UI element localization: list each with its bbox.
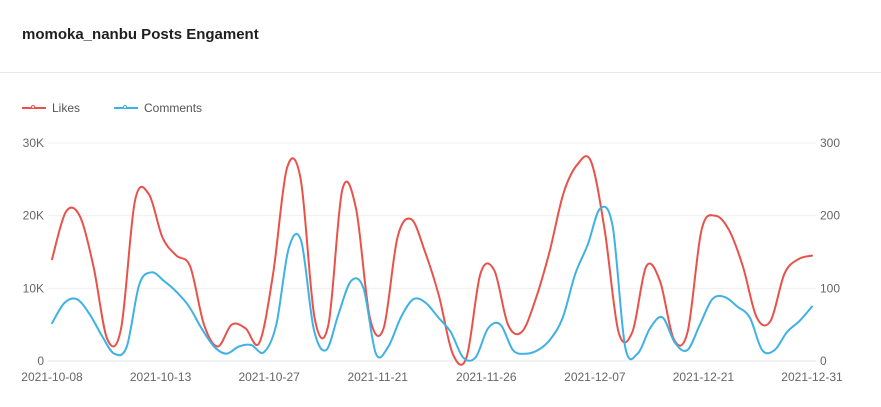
- legend-item-likes[interactable]: Likes: [22, 101, 80, 115]
- x-tick-label: 2021-12-07: [564, 370, 626, 384]
- legend-swatch-comments: [114, 105, 139, 109]
- y-left-tick-label: 0: [37, 354, 44, 368]
- chart-legend: Likes Comments: [22, 101, 202, 115]
- y-right-tick-label: 100: [820, 281, 840, 295]
- x-tick-label: 2021-10-08: [21, 370, 83, 384]
- y-left-tick-label: 30K: [23, 136, 44, 150]
- x-tick-label: 2021-10-13: [130, 370, 192, 384]
- y-left-tick-label: 10K: [23, 281, 44, 295]
- header-divider: [0, 72, 881, 73]
- x-tick-label: 2021-12-31: [781, 370, 843, 384]
- y-right-tick-label: 200: [820, 209, 840, 223]
- x-tick-label: 2021-11-21: [347, 370, 408, 384]
- legend-swatch-likes: [22, 105, 46, 109]
- x-tick-label: 2021-11-26: [456, 370, 517, 384]
- comments-series-line: [51, 205, 813, 362]
- x-tick-label: 2021-12-21: [673, 370, 735, 384]
- line-chart: 0 0 10K 100 20K 200 30K 300 2021-10-08 2021-10-13…: [21, 136, 843, 384]
- card-title: momoka_nanbu Posts Engament: [22, 26, 259, 43]
- legend-label-comments: Comments: [144, 101, 203, 115]
- y-left-tick-label: 20K: [23, 209, 44, 223]
- y-right-tick-label: 0: [820, 354, 827, 368]
- likes-series-line: [51, 155, 813, 366]
- legend-item-comments[interactable]: Comments: [114, 101, 202, 115]
- y-right-tick-label: 300: [820, 136, 840, 150]
- x-tick-label: 2021-10-27: [238, 370, 300, 384]
- legend-label-likes: Likes: [52, 101, 81, 115]
